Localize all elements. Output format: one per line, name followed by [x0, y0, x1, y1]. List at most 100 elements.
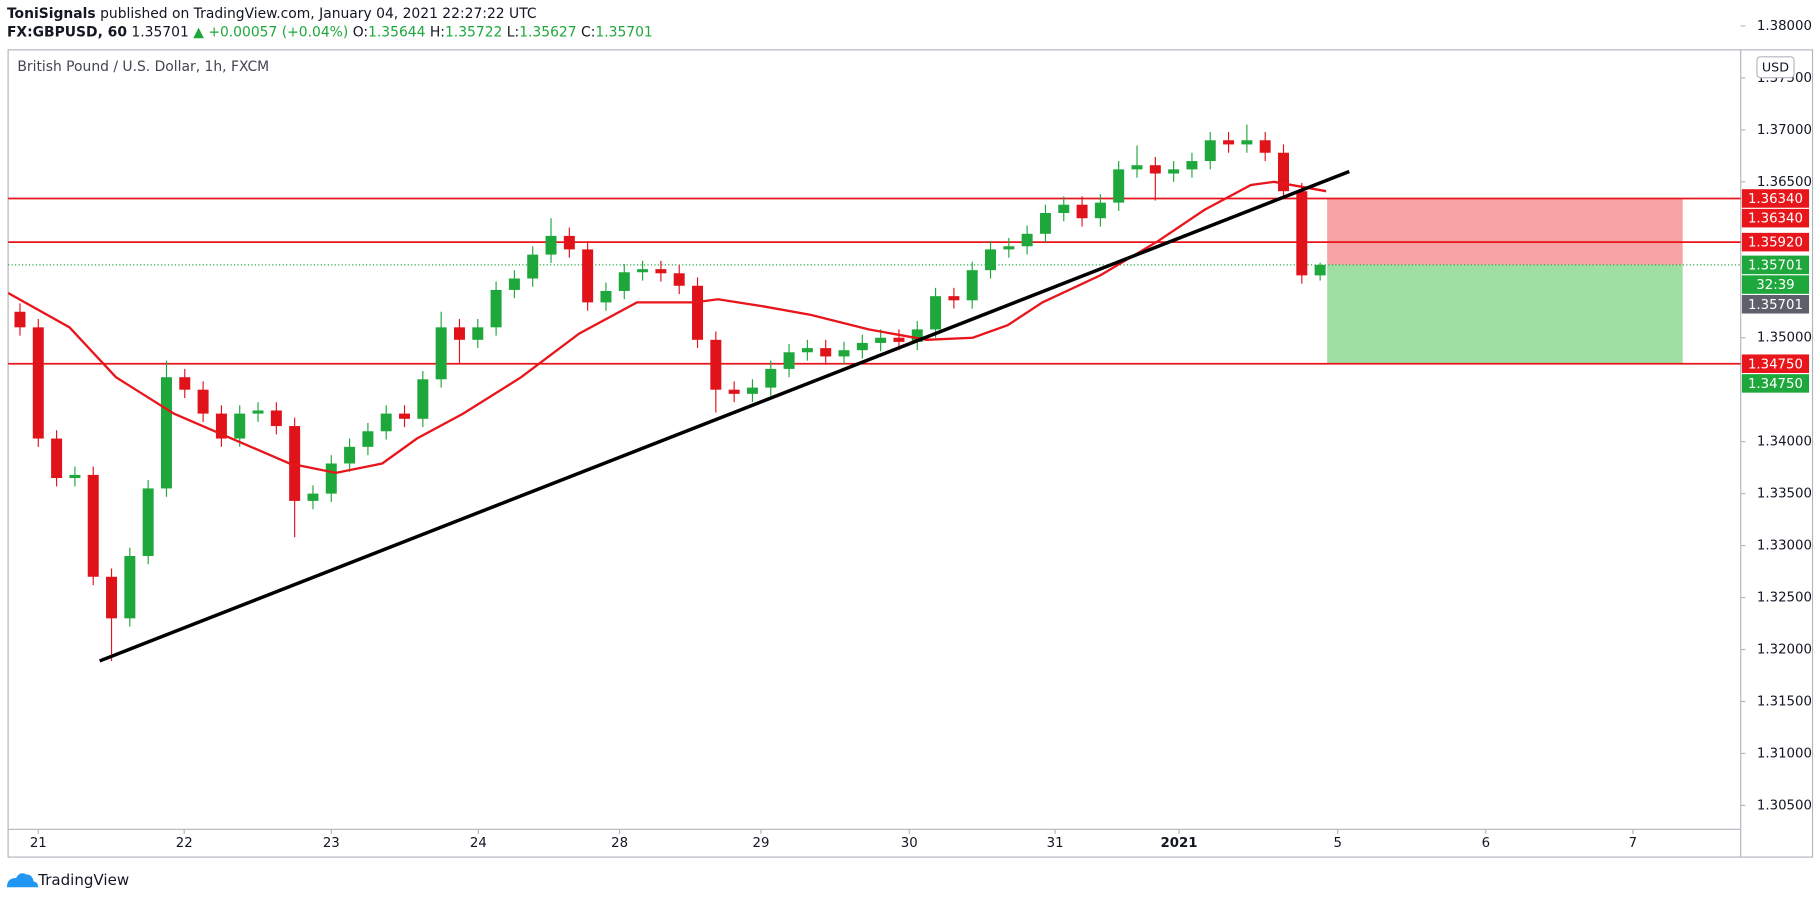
candle-body [32, 327, 44, 439]
candle-body [1204, 140, 1216, 162]
y-tick-label: 1.36500 [1757, 175, 1812, 190]
candle-body [1131, 165, 1143, 170]
chart-title: British Pound / U.S. Dollar, 1h, FXCM [17, 59, 269, 75]
candle-body [820, 348, 832, 357]
price-tag-label: 1.34750 [1748, 357, 1803, 372]
candle-body [1223, 140, 1235, 145]
price-tag-label: 1.34750 [1748, 377, 1803, 392]
candle-body [801, 348, 813, 353]
candle-body [1058, 204, 1070, 214]
candle-body [838, 350, 850, 357]
trendline [99, 169, 1350, 663]
ohlc-label: H: [430, 24, 445, 40]
candle-body [362, 431, 374, 447]
candle-body [1039, 213, 1051, 234]
candle-body [179, 377, 191, 390]
candle-body [911, 329, 923, 342]
last-price: 1.35701 [131, 24, 188, 40]
candle-body [600, 290, 612, 303]
candle-body [142, 488, 154, 556]
price-tag [1741, 189, 1810, 208]
candle-body [325, 463, 337, 494]
candle-body [435, 327, 447, 380]
x-tick-label: 7 [1629, 836, 1637, 851]
candle-body [270, 410, 282, 427]
x-tick-label: 30 [901, 836, 918, 851]
candle-body [655, 269, 667, 274]
candle-body [472, 327, 484, 340]
candle-body [710, 339, 722, 390]
candle-body [1241, 140, 1253, 145]
x-tick-label: 2021 [1161, 836, 1198, 851]
x-tick-label: 24 [470, 836, 487, 851]
candle-body [197, 389, 209, 414]
y-tick-label: 1.37000 [1757, 123, 1812, 138]
frame [7, 49, 1814, 858]
candle-body [417, 379, 429, 419]
y-tick-label: 1.32500 [1757, 591, 1812, 606]
candle-body [985, 249, 997, 271]
logo-icon [6, 873, 39, 888]
candle-body [1186, 161, 1198, 170]
publish-info: published on TradingView.com, January 04… [100, 6, 536, 22]
candle-body [106, 576, 118, 619]
price-tag [1741, 354, 1810, 373]
candle-body [1149, 165, 1161, 174]
price-tag [1741, 275, 1810, 294]
ohlc-label: C: [581, 24, 595, 40]
candle-body [563, 235, 575, 250]
x-tick-label: 29 [752, 836, 769, 851]
candle-body [948, 296, 960, 301]
x-tick-label: 21 [30, 836, 47, 851]
candle-body [746, 387, 758, 394]
candle-body [160, 377, 172, 489]
candle-body [930, 296, 942, 330]
candle-body [1168, 169, 1180, 174]
candle-body [14, 311, 26, 328]
ohlc-value: 1.35627 [519, 24, 576, 40]
candle-body [618, 272, 630, 291]
y-tick-label: 1.33000 [1757, 539, 1812, 554]
candle-body [234, 413, 246, 439]
candle-body [1113, 169, 1125, 203]
symbol-line: FX:GBPUSD, 60 1.35701 ▲ +0.00057 (+0.04%… [7, 24, 653, 40]
moving-average [8, 180, 1327, 475]
price-axis: 1.380001.375001.370001.365001.350001.340… [1740, 19, 1812, 813]
x-tick-label: 31 [1047, 836, 1064, 851]
y-tick-label: 1.34000 [1757, 435, 1812, 450]
candle-body [783, 352, 795, 369]
candle-body [490, 289, 502, 328]
header-line: ToniSignals published on TradingView.com… [7, 6, 537, 22]
price-tag [1741, 294, 1810, 314]
candle-body [1076, 204, 1088, 219]
price-tag-label: 1.36340 [1748, 192, 1803, 207]
candle-body [1314, 264, 1326, 276]
candle-body [893, 337, 905, 342]
candle-body [124, 555, 136, 619]
y-tick-label: 1.31500 [1757, 694, 1812, 709]
candle-body [215, 413, 227, 439]
candle-body [582, 249, 594, 303]
y-tick-label: 1.33500 [1757, 487, 1812, 502]
position-stop [1327, 198, 1683, 265]
candle-body [875, 337, 887, 343]
candle-body [1296, 191, 1308, 276]
candle-body [399, 413, 411, 419]
price-tag [1741, 208, 1810, 228]
candle-body [51, 438, 63, 479]
price-tag-label: 1.35701 [1748, 298, 1803, 313]
candle-body [1259, 140, 1271, 153]
x-tick-label: 6 [1482, 836, 1490, 851]
y-tick-label: 1.32000 [1757, 643, 1812, 658]
y-tick-label: 1.35000 [1757, 331, 1812, 346]
candle-body [453, 327, 465, 340]
candle-body [673, 273, 685, 286]
x-tick-label: 5 [1333, 836, 1341, 851]
change-arrow: ▲ [193, 24, 204, 40]
price-tag [1741, 374, 1810, 393]
candle-body [1278, 152, 1289, 192]
price-tag-label: 32:39 [1756, 278, 1794, 293]
y-tick-label: 1.31000 [1757, 746, 1812, 761]
